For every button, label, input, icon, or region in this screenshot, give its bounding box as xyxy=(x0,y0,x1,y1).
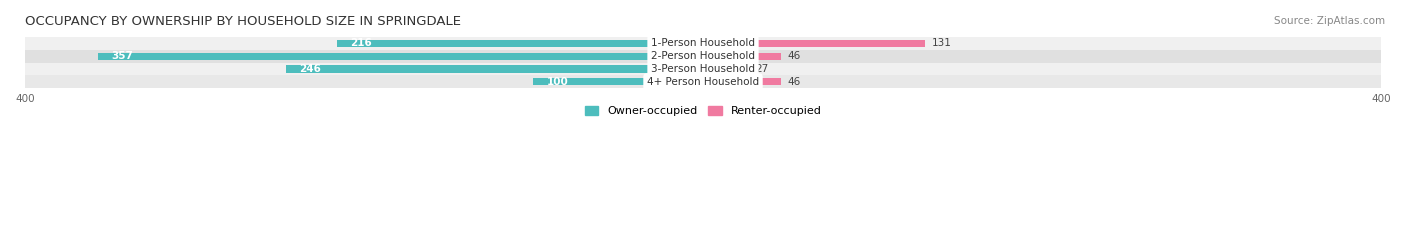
Text: 3-Person Household: 3-Person Household xyxy=(651,64,755,74)
Text: 27: 27 xyxy=(755,64,769,74)
Text: 46: 46 xyxy=(787,77,801,87)
Bar xyxy=(337,40,703,47)
Bar xyxy=(98,53,703,60)
Text: 357: 357 xyxy=(111,51,134,61)
Text: 131: 131 xyxy=(932,38,952,48)
Text: 216: 216 xyxy=(350,38,373,48)
Bar xyxy=(703,53,780,60)
Bar xyxy=(25,50,1381,63)
Text: OCCUPANCY BY OWNERSHIP BY HOUSEHOLD SIZE IN SPRINGDALE: OCCUPANCY BY OWNERSHIP BY HOUSEHOLD SIZE… xyxy=(25,15,461,28)
Bar xyxy=(703,40,925,47)
Text: 1-Person Household: 1-Person Household xyxy=(651,38,755,48)
Bar xyxy=(703,65,749,72)
Legend: Owner-occupied, Renter-occupied: Owner-occupied, Renter-occupied xyxy=(585,106,821,116)
Bar xyxy=(25,75,1381,88)
Bar xyxy=(285,65,703,72)
Bar xyxy=(703,78,780,86)
Text: 246: 246 xyxy=(299,64,322,74)
Text: 2-Person Household: 2-Person Household xyxy=(651,51,755,61)
Bar xyxy=(25,63,1381,75)
Bar xyxy=(25,37,1381,50)
Text: Source: ZipAtlas.com: Source: ZipAtlas.com xyxy=(1274,16,1385,26)
Bar xyxy=(533,78,703,86)
Text: 46: 46 xyxy=(787,51,801,61)
Text: 4+ Person Household: 4+ Person Household xyxy=(647,77,759,87)
Text: 100: 100 xyxy=(547,77,569,87)
